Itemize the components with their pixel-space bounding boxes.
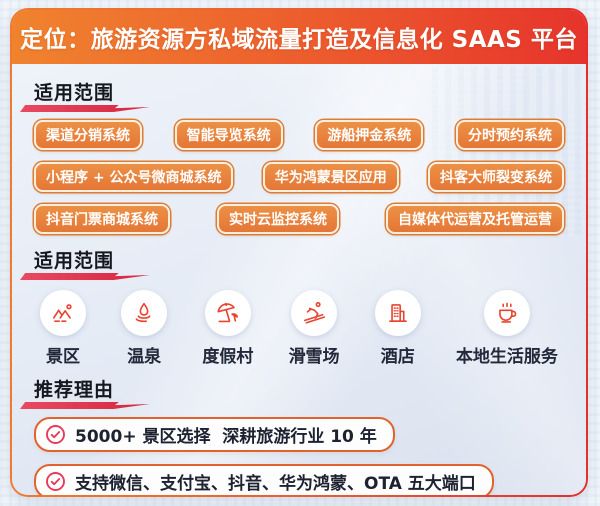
card-content: 适用范围 渠道分销系统 智能导览系统 游船押金系统 分时预约系统 小程序 + 公… — [12, 64, 586, 495]
system-tag: 华为鸿蒙景区应用 — [262, 162, 399, 192]
venue-label: 景区 — [46, 347, 80, 367]
system-tag: 智能导览系统 — [174, 120, 283, 150]
reason-item: 支持微信、支付宝、抖音、华为鸿蒙、OTA 五大端口 — [34, 464, 494, 495]
venue-label: 度假村 — [202, 347, 254, 367]
section-heading-scope-venues: 适用范围 — [20, 246, 151, 280]
section-heading-text: 推荐理由 — [34, 379, 115, 401]
venue-item: 度假村 — [202, 290, 253, 367]
venue-item: 本地生活服务 — [456, 290, 558, 367]
check-circle-icon — [46, 472, 65, 491]
reason-text: 5000+ 景区选择 深耕旅游行业 10 年 — [75, 427, 377, 447]
venue-item: 景区 — [40, 290, 86, 367]
system-tag: 抖客大师裂变系统 — [427, 162, 564, 192]
banner-title: 定位：旅游资源方私域流量打造及信息化 SAAS 平台 — [20, 27, 578, 53]
check-circle-icon — [46, 425, 65, 444]
venue-icon-circle — [291, 290, 338, 336]
promo-card: 定位：旅游资源方私域流量打造及信息化 SAAS 平台 适用范围 渠道分销系统 智… — [10, 8, 588, 497]
resort-icon — [217, 302, 238, 323]
system-tag-row: 渠道分销系统 智能导览系统 游船押金系统 分时预约系统 — [34, 120, 564, 150]
reason-item: 5000+ 景区选择 深耕旅游行业 10 年 — [34, 417, 395, 452]
section-scope-systems: 适用范围 渠道分销系统 智能导览系统 游船押金系统 分时预约系统 小程序 + 公… — [20, 78, 564, 234]
system-tag-row: 小程序 + 公众号微商城系统 华为鸿蒙景区应用 抖客大师裂变系统 — [34, 162, 564, 192]
heading-underline-swoosh — [20, 402, 151, 409]
section-scope-venues: 适用范围 景区 — [20, 246, 564, 367]
venue-label: 温泉 — [127, 347, 162, 367]
section-heading-reasons: 推荐理由 — [20, 375, 151, 409]
system-tag: 自媒体代运营及托管运营 — [386, 204, 564, 234]
venue-row: 景区 温泉 — [34, 288, 564, 367]
section-heading-scope-systems: 适用范围 — [20, 78, 151, 112]
section-heading-text: 适用范围 — [34, 82, 115, 104]
venue-icon-circle — [40, 290, 86, 336]
local-life-icon — [499, 302, 517, 323]
venue-icon-circle — [483, 290, 530, 336]
venue-label: 滑雪场 — [288, 347, 340, 367]
venue-label: 酒店 — [380, 347, 415, 367]
venue-item: 滑雪场 — [289, 290, 340, 367]
heading-underline-swoosh — [20, 273, 151, 280]
venue-icon-circle — [374, 290, 421, 336]
venue-label: 本地生活服务 — [455, 347, 558, 367]
hot-spring-icon — [135, 302, 151, 323]
system-tag-row: 抖音门票商城系统 实时云监控系统 自媒体代运营及托管运营 — [34, 204, 564, 234]
system-tag: 实时云监控系统 — [217, 204, 339, 234]
venue-icon-circle — [121, 290, 168, 336]
venue-item: 酒店 — [374, 290, 421, 367]
scenic-area-icon — [52, 304, 72, 322]
venue-icon-circle — [204, 290, 251, 336]
system-tag: 渠道分销系统 — [34, 120, 142, 150]
hotel-icon — [388, 304, 407, 322]
venue-item: 温泉 — [121, 290, 168, 367]
heading-underline-swoosh — [20, 105, 151, 112]
reason-text: 支持微信、支付宝、抖音、华为鸿蒙、OTA 五大端口 — [75, 474, 476, 494]
section-heading-text: 适用范围 — [34, 250, 115, 272]
ski-field-icon — [304, 302, 326, 324]
section-reasons: 推荐理由 5000+ 景区选择 深耕旅游行业 10 年 支持微信、支 — [20, 375, 564, 495]
system-tag: 小程序 + 公众号微商城系统 — [34, 162, 234, 192]
header-banner: 定位：旅游资源方私域流量打造及信息化 SAAS 平台 — [12, 10, 586, 64]
system-tag: 抖音门票商城系统 — [34, 204, 170, 234]
system-tag: 游船押金系统 — [315, 120, 424, 150]
system-tag: 分时预约系统 — [455, 120, 564, 150]
